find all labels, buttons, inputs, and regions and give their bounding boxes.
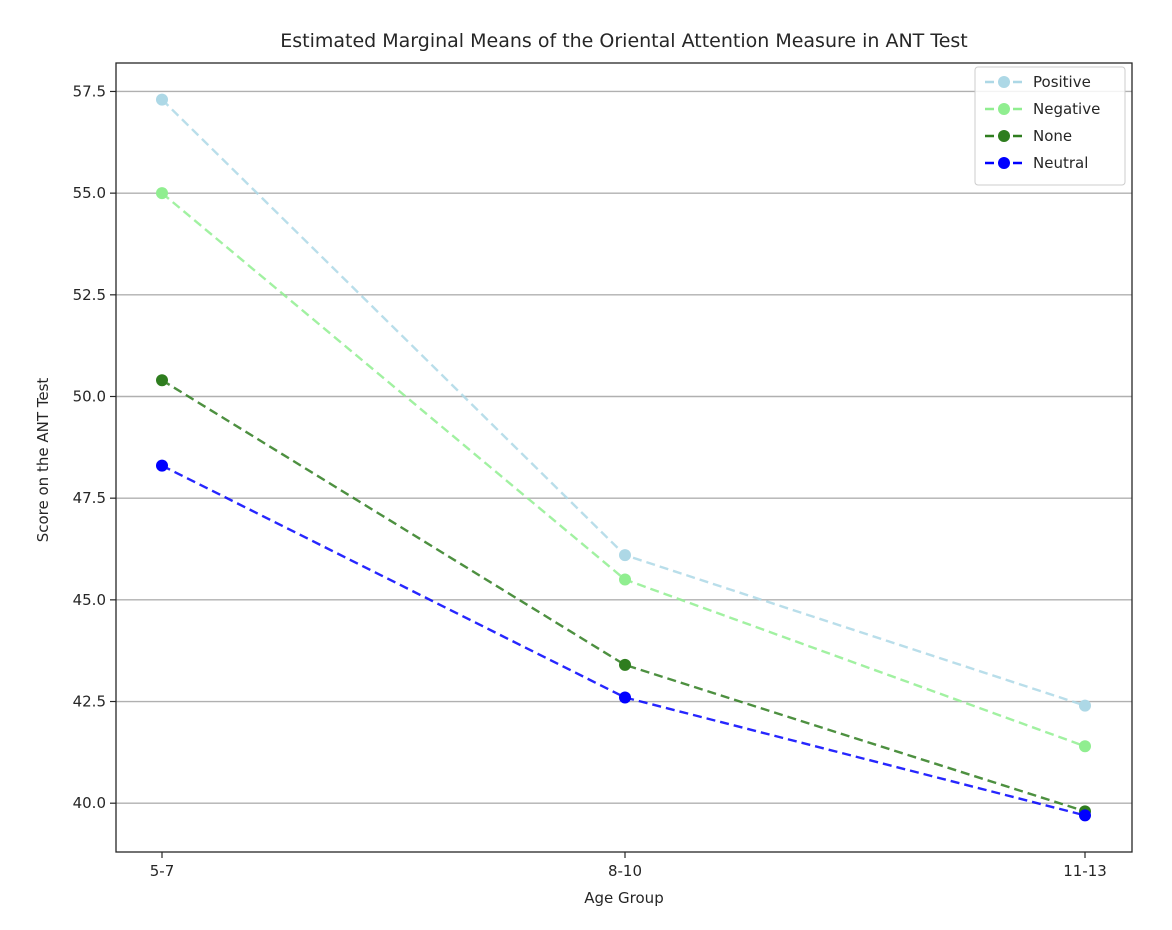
data-point-positive (156, 93, 168, 106)
y-tick-label: 55.0 (73, 184, 106, 202)
data-point-positive (1079, 699, 1091, 712)
y-tick-label: 47.5 (73, 489, 106, 507)
legend-marker-none (998, 130, 1010, 142)
x-tick-label: 8-10 (608, 862, 642, 880)
series-group (156, 93, 1091, 822)
data-point-negative (619, 573, 631, 586)
x-tick-label: 11-13 (1063, 862, 1107, 880)
series-line-positive (161, 98, 1086, 707)
axes: 40.0 42.5 45.0 47.5 50.0 52.5 55.0 57.5 5-7 8-10 1… (73, 62, 1133, 880)
y-tick-label: 45.0 (73, 591, 106, 609)
legend-marker-neutral (998, 157, 1010, 169)
data-point-positive (619, 549, 631, 562)
y-tick-label: 52.5 (73, 286, 106, 304)
legend-label-neutral: Neutral (1033, 154, 1088, 172)
x-axis-label: Age Group (584, 889, 663, 907)
legend-label-none: None (1033, 127, 1072, 145)
y-tick-label: 57.5 (73, 82, 106, 100)
data-point-neutral (619, 691, 631, 704)
y-tick-label: 40.0 (73, 794, 106, 812)
chart-title: Estimated Marginal Means of the Oriental… (280, 30, 968, 52)
plot-frame (115, 62, 1133, 853)
series-line-neutral (161, 464, 1086, 817)
series-line-none (161, 379, 1086, 813)
y-tick-label: 50.0 (73, 387, 106, 405)
legend-label-negative: Negative (1033, 100, 1100, 118)
data-point-negative (156, 187, 168, 200)
legend-label-positive: Positive (1033, 73, 1091, 91)
data-point-neutral (156, 459, 168, 472)
data-point-neutral (1079, 809, 1091, 822)
legend-box (974, 66, 1126, 186)
legend-marker-positive (998, 76, 1010, 88)
data-point-none (619, 658, 631, 671)
data-point-negative (1079, 740, 1091, 753)
x-tick-label: 5-7 (150, 862, 175, 880)
data-point-none (156, 374, 168, 387)
legend-marker-negative (998, 103, 1010, 115)
y-tick-label: 42.5 (73, 693, 106, 711)
y-axis-label: Score on the ANT Test (34, 378, 52, 543)
legend: Positive Negative None Neutral (974, 66, 1126, 186)
